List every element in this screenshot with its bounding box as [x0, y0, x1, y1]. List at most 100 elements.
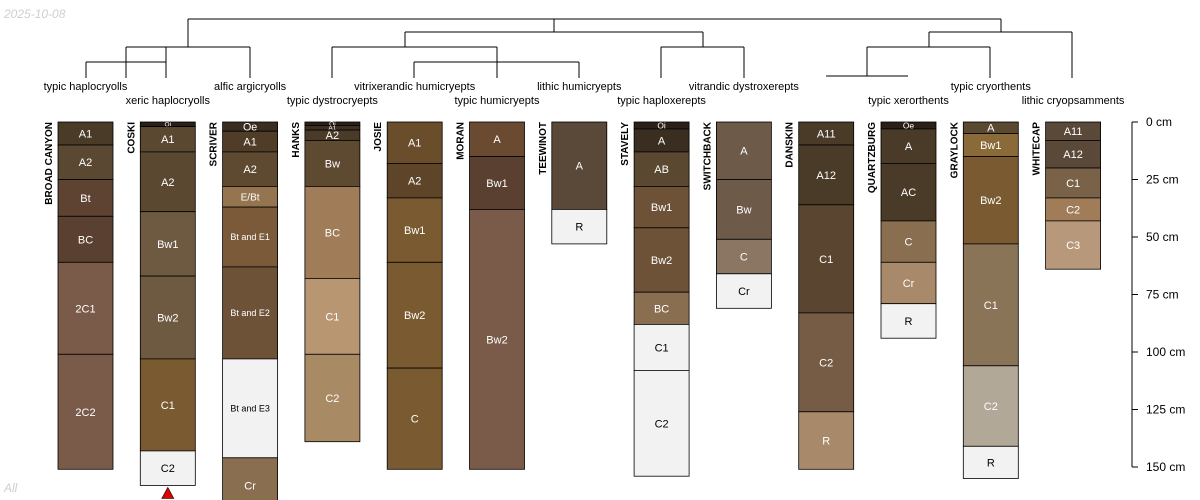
taxon-label: typic xerorthents: [868, 95, 949, 107]
horizon-label: A2: [408, 176, 421, 188]
horizon-label: A: [905, 141, 913, 153]
horizon-label: A: [576, 161, 584, 173]
horizon-label: R: [575, 222, 583, 234]
horizon-block: [962, 445, 1019, 479]
horizon-label: A2: [79, 157, 92, 169]
horizon-block: [139, 151, 196, 213]
soil-profile: GRAYLOCK A Bw1 Bw2 C1 C2 R: [949, 121, 1019, 479]
horizon-label: Bw1: [651, 202, 672, 214]
horizon-block: [139, 126, 196, 153]
horizon-label: Bw2: [486, 334, 507, 346]
horizon-label: C1: [161, 400, 175, 412]
horizon-label: Cr: [738, 286, 750, 298]
horizon-label: C: [411, 414, 419, 426]
taxon-label: typic haplocryolls: [44, 81, 128, 93]
horizon-label: C2: [1066, 204, 1080, 216]
soil-profile: COSKI Oi A1 A2 Bw1 Bw2 C1 C2: [126, 121, 196, 499]
horizon-label: Bt and E1: [230, 232, 270, 242]
soil-profile: SCRIVER Oe A1 A2 E/Bt Bt and E1 Bt and E2 Bt an…: [209, 121, 279, 500]
soil-profile: QUARTZBURG Oe A AC C Cr R: [867, 120, 937, 339]
horizon-label: BC: [654, 303, 669, 315]
horizon-block: [304, 185, 361, 279]
horizon-label: R: [987, 457, 995, 469]
horizon-block: [551, 121, 608, 210]
horizon-label: Bw2: [157, 312, 178, 324]
horizon-label: A2: [243, 164, 256, 176]
depth-axis-label: 100 cm: [1146, 345, 1185, 359]
horizon-block: [139, 211, 196, 277]
horizon-label: A: [658, 135, 666, 147]
horizon-label: AB: [654, 164, 669, 176]
horizon-block: [633, 291, 690, 325]
profile-name: HANKS: [291, 122, 302, 158]
horizon-block: [798, 411, 855, 470]
horizon-label: C: [740, 252, 748, 264]
taxon-label: lithic humicryepts: [537, 81, 622, 93]
taxon-label: typic dystrocryepts: [287, 95, 379, 107]
horizon-label: C1: [819, 254, 833, 266]
taxon-label: typic humicryepts: [455, 95, 540, 107]
horizon-block: [57, 261, 114, 355]
profile-name: COSKI: [126, 122, 137, 154]
horizon-block: [139, 275, 196, 360]
soil-profile: WHITECAP A11 A12 C1 C2 C3: [1032, 121, 1101, 270]
horizon-label: 2C2: [75, 407, 95, 419]
horizon-label: Oi: [329, 121, 336, 128]
horizon-block: [798, 204, 855, 314]
horizon-label: Bw2: [980, 195, 1001, 207]
taxon-label: xeric haplocryolls: [126, 95, 211, 107]
soil-profile: BROAD CANYON A1 A2 Bt BC 2C1 2C2: [44, 121, 114, 470]
horizon-label: BC: [325, 227, 340, 239]
horizon-block: [57, 144, 114, 180]
horizon-label: C1: [1066, 178, 1080, 190]
horizon-label: Oe: [903, 120, 915, 130]
horizon-label: Bw: [325, 158, 340, 170]
horizon-block: [798, 144, 855, 206]
horizon-label: BC: [78, 234, 93, 246]
horizon-block: [716, 238, 772, 275]
horizon-block: [469, 208, 525, 470]
horizon-label: Bw1: [404, 225, 425, 237]
horizon-label: C1: [984, 300, 998, 312]
horizon-block: [386, 367, 443, 470]
taxon-label: typic haploxerepts: [617, 95, 706, 107]
horizon-label: A1: [243, 137, 256, 149]
profile-name: SCRIVER: [209, 121, 220, 166]
horizon-label: A11: [1064, 126, 1083, 138]
horizon-label: A2: [161, 177, 174, 189]
corner-note: All: [4, 481, 18, 495]
horizon-label: A1: [79, 128, 92, 140]
horizon-block: [1045, 139, 1101, 169]
horizon-block: [139, 358, 196, 452]
profile-name: BROAD CANYON: [44, 122, 55, 205]
horizon-block: [798, 312, 855, 413]
horizon-label: Bt and E2: [230, 308, 270, 318]
horizon-label: 2C1: [75, 303, 95, 315]
horizon-label: Bw2: [651, 255, 672, 267]
horizon-block: [633, 323, 690, 371]
depth-axis-label: 150 cm: [1146, 460, 1185, 474]
taxon-label: vitrandic dystroxerepts: [689, 81, 800, 93]
horizon-block: [304, 353, 361, 443]
profile-name: GRAYLOCK: [949, 121, 960, 178]
horizon-block: [304, 139, 361, 187]
horizon-block: [551, 208, 608, 245]
horizon-label: A1: [408, 138, 421, 150]
profile-name: JOSIE: [373, 122, 384, 152]
taxon-label: lithic cryopsamments: [1022, 95, 1125, 107]
profile-name: QUARTZBURG: [867, 122, 878, 193]
profile-name: MORAN: [456, 122, 467, 160]
soil-profile: JOSIE A1 A2 Bw1 Bw2 C: [373, 121, 443, 470]
horizon-block: [386, 261, 443, 369]
horizon-block: [57, 353, 114, 470]
horizon-block: [880, 303, 937, 339]
horizon-block: [469, 156, 525, 210]
horizon-label: A1: [161, 134, 174, 146]
depth-axis-label: 50 cm: [1146, 230, 1179, 244]
horizon-label: C: [905, 237, 913, 249]
depth-axis-label: 0 cm: [1146, 115, 1172, 129]
depth-axis-label: 75 cm: [1146, 288, 1179, 302]
profile-name: TEEWINOT: [538, 122, 549, 175]
